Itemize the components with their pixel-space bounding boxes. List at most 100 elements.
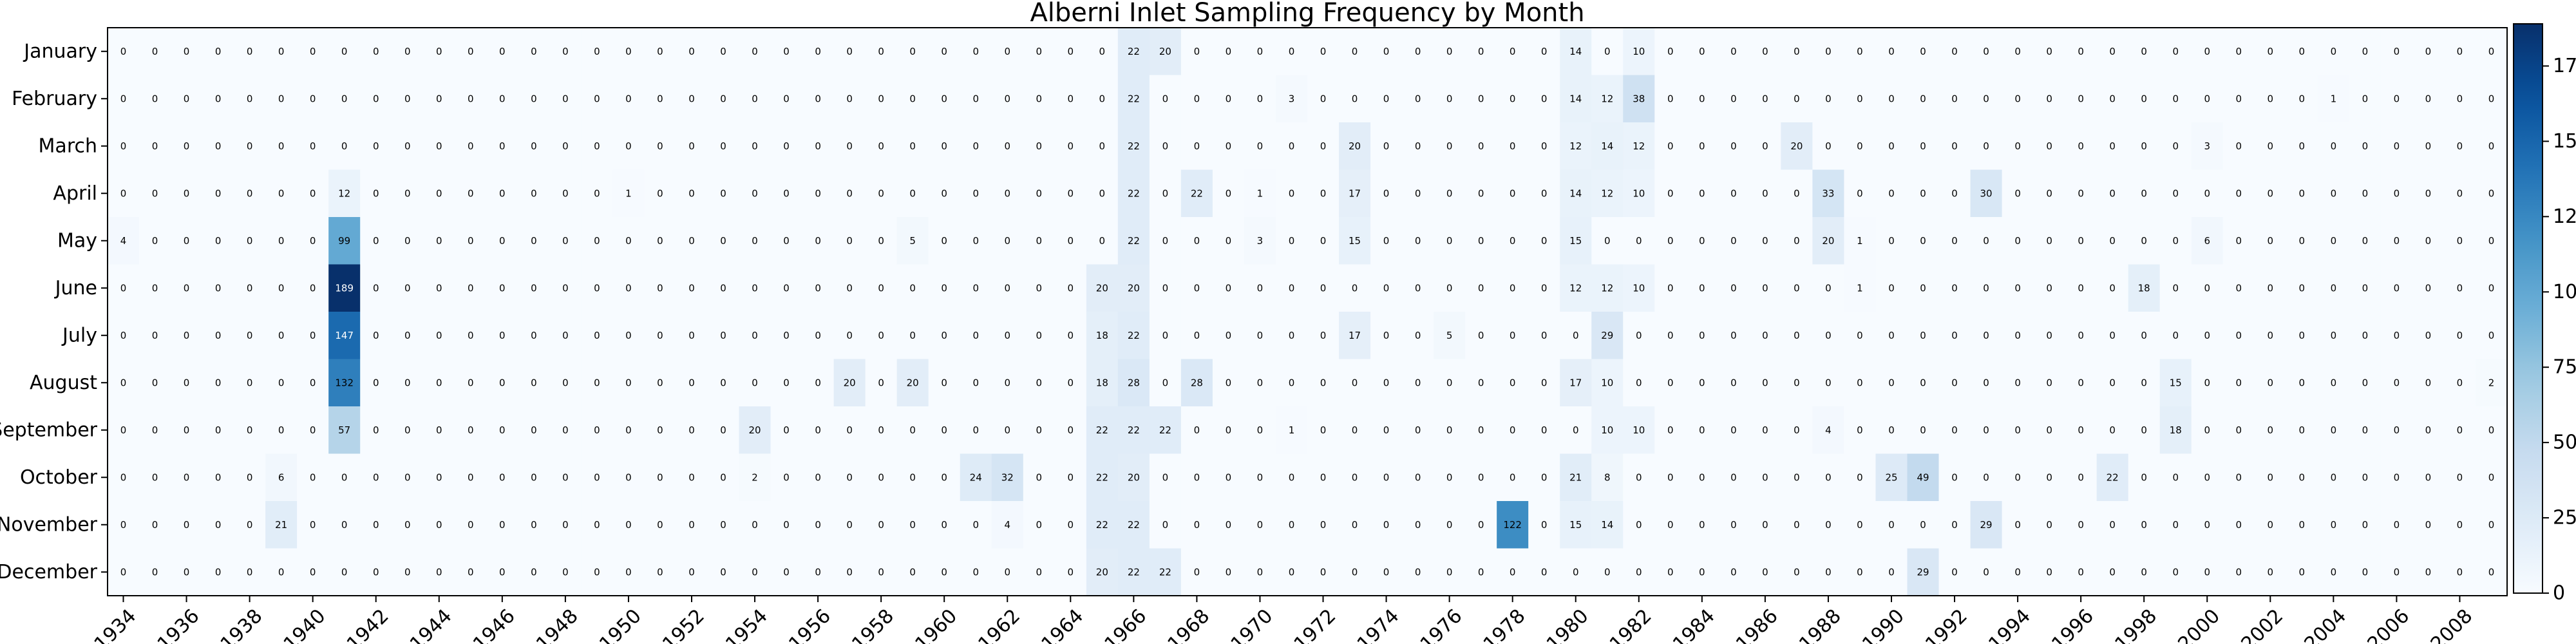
cell-value-label: 0 [1194,330,1200,341]
heatmap-cell [2096,122,2129,171]
cell-value-label: 0 [1289,235,1295,247]
heatmap-cell [1086,75,1119,123]
colorbar-tick-label: 125 [2553,205,2576,228]
cell-value-label: 0 [2078,140,2084,152]
heatmap-cell [202,75,234,123]
heatmap-cell [297,122,329,171]
heatmap-cell [1149,264,1182,312]
heatmap-cell [1749,217,1781,265]
heatmap-cell [1370,217,1403,265]
cell-value-label: 0 [1415,424,1421,436]
cell-value-label: 0 [1068,519,1074,531]
heatmap-cell [2191,264,2224,312]
cell-value-label: 0 [1289,282,1295,294]
heatmap-cell [2222,264,2255,312]
heatmap-cell [171,264,203,312]
cell-value-label: 0 [1888,377,1895,388]
heatmap-cell [2380,501,2413,549]
heatmap-cell [2317,453,2350,502]
cell-value-label: 20 [1822,235,1834,247]
heatmap-cell [1023,501,1056,549]
heatmap-cell [707,548,740,596]
cell-value-label: 0 [783,46,790,57]
heatmap-cell [2065,453,2098,502]
cell-value-label: 4 [1004,519,1010,531]
cell-value-label: 0 [404,330,411,341]
heatmap-cell [2222,169,2255,218]
heatmap-cell [360,312,392,360]
cell-value-label: 0 [1920,330,1926,341]
heatmap-cell [360,453,392,502]
heatmap-cell [581,264,614,312]
cell-value-label: 0 [436,471,442,483]
heatmap-cell [707,312,740,360]
cell-value-label: 0 [1068,235,1074,247]
cell-value-label: 0 [1951,187,1958,199]
cell-value-label: 0 [2172,519,2179,531]
cell-value-label: 0 [1857,187,1863,199]
cell-value-label: 2 [2488,377,2495,388]
heatmap-cell [1339,453,1371,502]
cell-value-label: 0 [1541,140,1548,152]
cell-value-label: 0 [752,187,758,199]
heatmap-cell [1180,28,1213,76]
heatmap-cell [1054,122,1087,171]
cell-value-label: 0 [594,471,600,483]
heatmap-cell [581,312,614,360]
heatmap-cell [171,453,203,502]
cell-value-label: 0 [2425,377,2432,388]
heatmap-cell [1781,217,1814,265]
heatmap-cell [2128,28,2161,76]
cell-value-label: 3 [1289,93,1295,104]
cell-value-label: 0 [562,566,569,578]
cell-value-label: 0 [720,187,726,199]
heatmap-cell [1623,122,1655,171]
cell-value-label: 0 [2457,519,2463,531]
heatmap-cell [1875,312,1908,360]
heatmap-cell [1686,264,1718,312]
heatmap-cell [770,217,803,265]
heatmap-cell [1591,548,1624,596]
x-tick-label: 1980 [1542,605,1593,644]
heatmap-cell [833,501,866,549]
cell-value-label: 0 [1320,377,1327,388]
cell-value-label: 0 [341,46,348,57]
cell-value-label: 0 [1257,519,1264,531]
cell-value-label: 0 [720,377,726,388]
cell-value-label: 0 [1794,330,1800,341]
heatmap-cell [455,548,487,596]
cell-value-label: 0 [878,519,884,531]
cell-value-label: 0 [1730,471,1737,483]
cell-value-label: 49 [1917,471,1929,483]
cell-value-label: 0 [688,377,695,388]
cell-value-label: 0 [120,140,127,152]
cell-value-label: 0 [247,377,253,388]
cell-value-label: 0 [2394,46,2400,57]
cell-value-label: 0 [1226,424,1232,436]
x-tick-label: 1990 [1858,605,1909,644]
heatmap-cell [2065,217,2098,265]
cell-value-label: 0 [2014,93,2021,104]
heatmap-cell [2286,359,2318,407]
heatmap-cell [1465,28,1497,76]
cell-value-label: 0 [1036,282,1043,294]
cell-value-label: 38 [1633,93,1645,104]
cell-value-label: 0 [1036,330,1043,341]
heatmap-cell [581,217,614,265]
cell-value-label: 0 [310,471,316,483]
heatmap-cell [1244,453,1276,502]
heatmap-cell [1054,453,1087,502]
cell-value-label: 0 [752,566,758,578]
cell-value-label: 0 [278,46,285,57]
cell-value-label: 0 [120,566,127,578]
heatmap-cell [455,501,487,549]
heatmap-cell [1560,217,1592,265]
heatmap-cell [1086,312,1119,360]
heatmap-cell [865,406,898,455]
cell-value-label: 0 [1636,330,1642,341]
cell-value-label: 20 [1128,471,1140,483]
cell-value-label: 0 [783,330,790,341]
heatmap-cell [802,122,835,171]
heatmap-cell [676,501,708,549]
cell-value-label: 0 [404,471,411,483]
